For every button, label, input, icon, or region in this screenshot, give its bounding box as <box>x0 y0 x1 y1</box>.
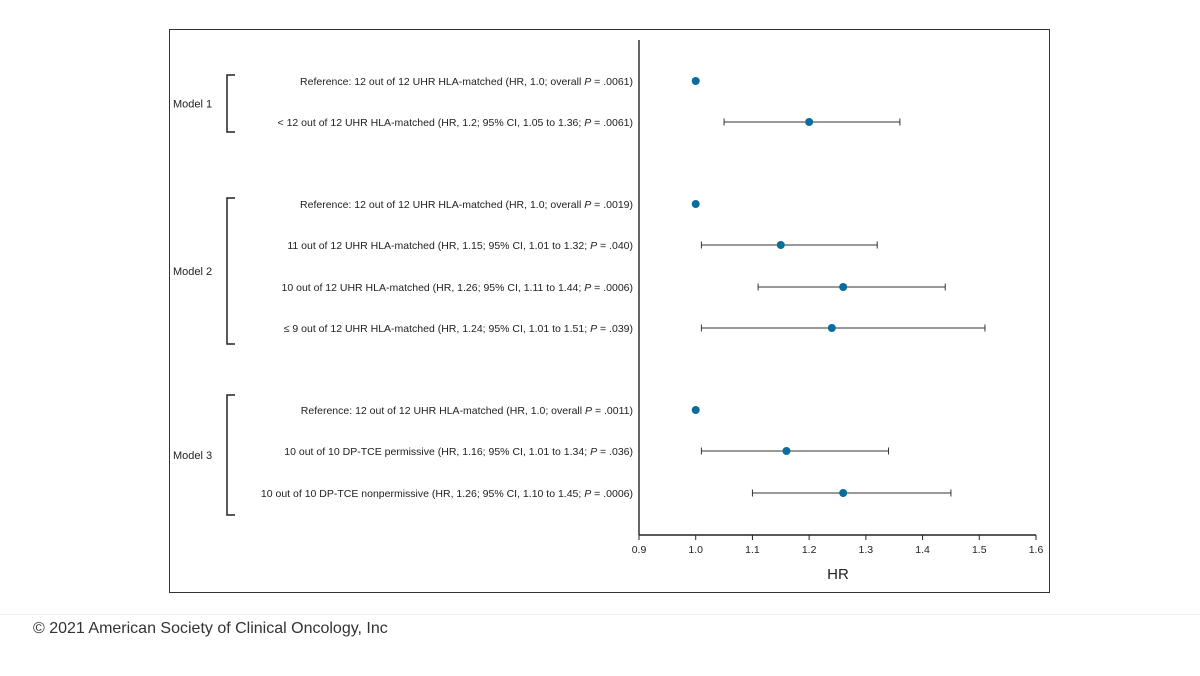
x-tick-label: 1.5 <box>972 544 987 556</box>
footer-band <box>0 614 1200 676</box>
x-tick-label: 1.3 <box>859 544 874 556</box>
hr-point <box>691 77 700 85</box>
row-label: 10 out of 12 UHR HLA-matched (HR, 1.26; … <box>282 282 633 294</box>
copyright-text: © 2021 American Society of Clinical Onco… <box>33 620 388 637</box>
row-label: Reference: 12 out of 12 UHR HLA-matched … <box>300 76 633 88</box>
row-labels: Model 1 Reference: 12 out of 12 UHR HLA-m… <box>173 76 633 500</box>
hr-point <box>805 118 814 126</box>
x-axis-title: HR <box>827 566 849 583</box>
slide: Model 1 Reference: 12 out of 12 UHR HLA-m… <box>169 29 1050 593</box>
model-label: Model 3 <box>173 450 212 462</box>
x-tick-label: 1.0 <box>688 544 703 556</box>
row-label: ≤ 9 out of 12 UHR HLA-matched (HR, 1.24;… <box>284 323 633 335</box>
x-tick-label: 1.6 <box>1029 544 1044 556</box>
chart-frame <box>169 29 1050 593</box>
model-brackets <box>226 74 235 516</box>
row-label: 10 out of 10 DP-TCE nonpermissive (HR, 1… <box>261 488 633 500</box>
forest-plot: Model 1 Reference: 12 out of 12 UHR HLA-m… <box>169 29 1050 593</box>
row-label: 10 out of 10 DP-TCE permissive (HR, 1.16… <box>284 446 633 458</box>
hr-point <box>839 283 848 291</box>
hr-point <box>839 489 848 497</box>
hr-point <box>691 406 700 414</box>
x-tick-label: 0.9 <box>632 544 647 556</box>
row-label: Reference: 12 out of 12 UHR HLA-matched … <box>300 199 633 211</box>
row-label: 11 out of 12 UHR HLA-matched (HR, 1.15; … <box>287 240 633 252</box>
model-bracket <box>226 197 235 345</box>
x-tick-label: 1.1 <box>745 544 760 556</box>
model-label: Model 1 <box>173 99 212 111</box>
hr-point <box>691 200 700 208</box>
model-bracket <box>226 394 235 516</box>
hr-point <box>776 241 785 249</box>
row-label: Reference: 12 out of 12 UHR HLA-matched … <box>301 405 633 417</box>
hr-point <box>827 324 836 332</box>
model-label: Model 2 <box>173 266 212 278</box>
model-bracket <box>226 74 235 133</box>
x-tick-label: 1.4 <box>915 544 930 556</box>
plot-marks <box>691 77 986 497</box>
hr-point <box>782 447 791 455</box>
x-tick-label: 1.2 <box>802 544 817 556</box>
row-label: < 12 out of 12 UHR HLA-matched (HR, 1.2;… <box>278 117 633 129</box>
axes: 0.9 1.0 1.1 1.2 1.3 1.4 1.5 1.6 <box>632 40 1044 556</box>
